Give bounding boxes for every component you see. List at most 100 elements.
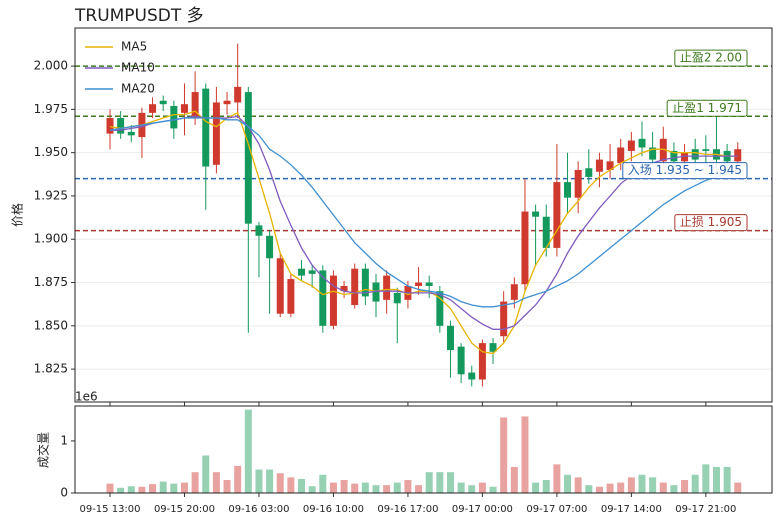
volume-bar [159,481,167,493]
volume-bar [638,474,646,493]
volume-bar [553,464,561,493]
level-annotation: 止盈1 1.971 [666,99,748,117]
volume-bar [138,486,146,493]
level-annotation: 止损 1.905 [674,214,748,232]
candle-body [617,147,625,164]
candle-body [638,138,646,148]
volume-bar [691,474,699,493]
candle-body [308,270,316,274]
y-tick-label: 1.825 [34,362,68,376]
plot-frame [74,27,773,403]
volume-bar [170,483,178,493]
volume-bar [595,486,603,493]
ma-line [109,110,738,355]
candle-body [574,169,582,198]
volume-bar [415,485,423,493]
level-label: 入场 1.935 ~ 1.945 [628,163,742,177]
level-box [666,99,748,117]
candle-body [564,182,572,198]
chart-title: TRUMPUSDT 多 [74,6,204,26]
volume-bar [734,482,742,493]
candle-body [500,301,508,337]
volume-y-tick-label: 1 [60,433,68,447]
volume-bar [510,466,518,493]
volume-bar [712,466,720,493]
x-tick-label: 09-16 17:00 [377,504,438,515]
level-annotation: 止盈2 2.00 [674,49,748,67]
volume-bar [489,486,497,493]
x-tick-label: 09-15 13:00 [79,504,140,515]
volume-bar [425,472,433,493]
candle-body [149,104,157,113]
volume-offset-label: 1e6 [75,390,98,404]
volume-bar [340,479,348,493]
candle-body [234,86,242,103]
volume-bar [681,479,689,493]
volume-bar [468,485,476,493]
candle-body [681,152,689,162]
candle-body [202,88,210,167]
volume-bar [457,482,465,493]
candle-body [659,138,667,162]
candle-body [393,292,401,304]
candle-body [361,268,369,297]
y-axis-label: 价格 [10,203,25,227]
y-tick-label: 1.925 [34,188,68,202]
volume-bar [244,409,252,493]
volume-bar [702,464,710,493]
candle-body [266,235,274,259]
candle-body [372,282,380,302]
candle-body [542,216,550,248]
volume-bar [106,483,114,493]
volume-bar [659,482,667,493]
level-box [674,214,748,232]
candle-body [244,92,252,224]
volume-bar [606,483,614,493]
volume-bar [532,482,540,493]
x-tick-label: 09-17 07:00 [526,504,587,515]
candle-body [734,149,742,162]
volume-axis-label: 成交量 [36,432,51,468]
level-box [622,162,748,180]
candle-body [223,100,231,105]
volume-frame [74,405,773,494]
candle-body [106,118,114,134]
volume-bar [393,482,401,493]
volume-bar [212,472,220,493]
y-tick-label: 1.975 [34,102,68,116]
candle-body [532,211,540,217]
x-tick-label: 09-17 21:00 [675,504,736,515]
candle-body [191,92,199,119]
candle-body [276,258,284,314]
volume-bar [617,482,625,493]
candle-body [595,159,603,172]
volume-bar [287,477,295,493]
candle-body [415,282,423,286]
candle-body [649,147,657,160]
candle-body [436,291,444,326]
level-label: 止损 1.905 [680,215,742,229]
y-tick-label: 1.875 [34,275,68,289]
x-tick-label: 09-16 10:00 [303,504,364,515]
candle-body [702,149,710,151]
legend-label: MA20 [121,82,155,96]
volume-bar [298,478,306,493]
candle-body [319,270,327,326]
candle-body [521,211,529,285]
candle-body [553,182,561,248]
volume-bar [521,416,529,493]
x-tick-label: 09-17 00:00 [452,504,513,515]
volume-bar [723,466,731,493]
volume-bar [180,482,188,493]
candle-body [127,131,135,136]
candle-body [255,225,263,236]
volume-y-tick-label: 0 [60,486,68,500]
x-tick-label: 09-15 20:00 [154,504,215,515]
level-label: 止盈1 1.971 [672,101,742,115]
candle-body [627,140,635,151]
candle-body [212,102,220,165]
volume-bar [255,469,263,493]
volume-bar [372,485,380,493]
candle-body [446,325,454,351]
volume-bar [670,485,678,493]
